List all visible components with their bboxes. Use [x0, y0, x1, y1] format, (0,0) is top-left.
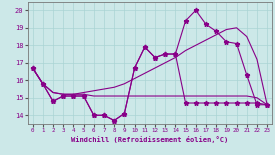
X-axis label: Windchill (Refroidissement éolien,°C): Windchill (Refroidissement éolien,°C): [71, 136, 229, 143]
